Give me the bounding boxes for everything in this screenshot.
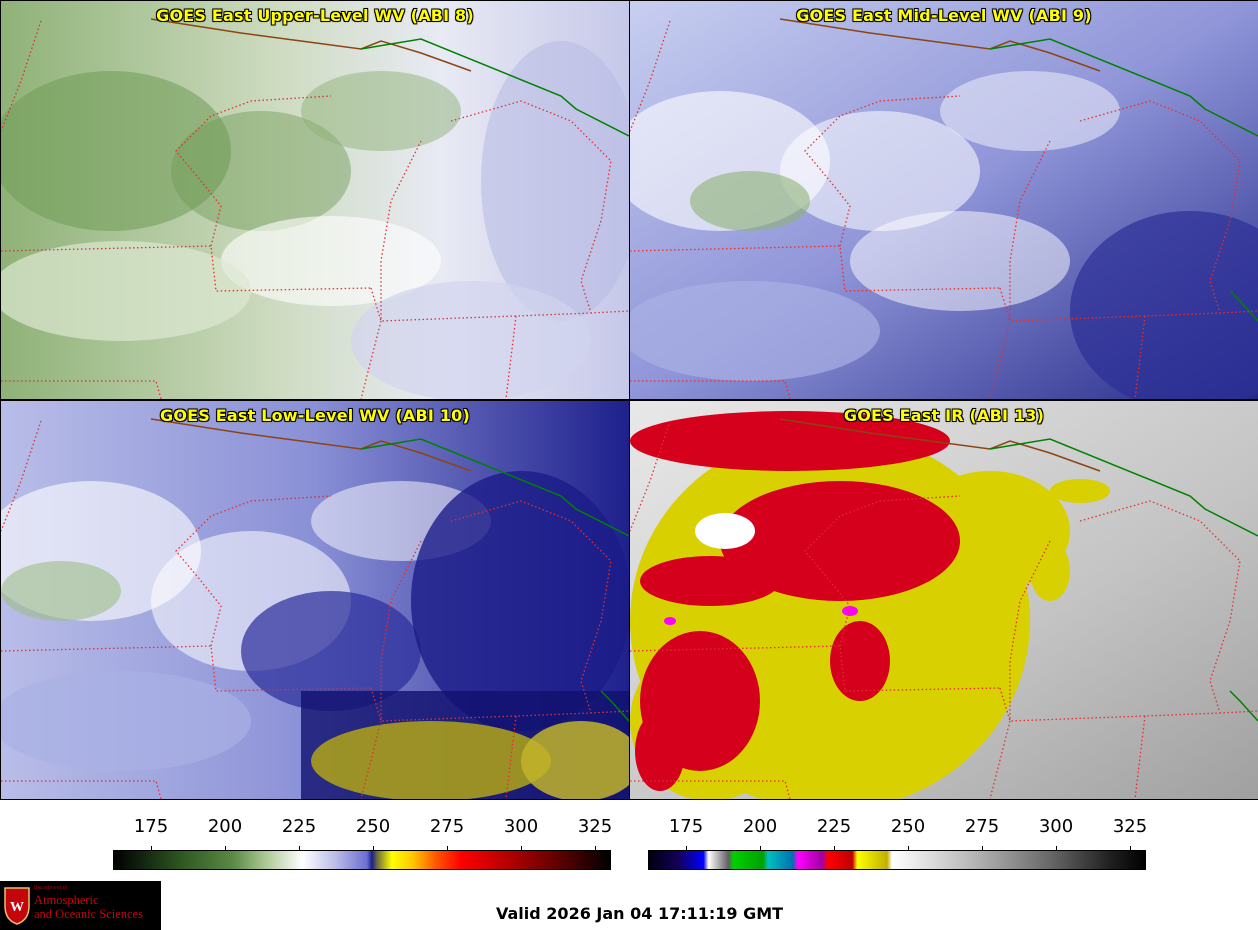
colorbar-tick: 175 (668, 816, 704, 837)
colorbar-tick: 325 (577, 816, 613, 837)
colorbar-tickmark (760, 846, 761, 851)
uw-crest-icon: W (4, 887, 30, 925)
colorbar-tickmark (447, 846, 448, 851)
panel-title: GOES East Upper-Level WV (ABI 8) (156, 6, 474, 25)
wv-color-scale (113, 850, 611, 870)
mid-level-wv-panel: GOES East Mid-Level WV (ABI 9) (629, 0, 1258, 400)
svg-text:W: W (10, 900, 24, 915)
colorbar-tick: 275 (964, 816, 1000, 837)
colorbar-tick: 175 (133, 816, 169, 837)
uw-aos-logo: W Department of Atmospheric and Oceanic … (0, 881, 161, 930)
logo-department-text: Department of (34, 886, 67, 891)
low-level-wv-image (1, 401, 629, 799)
ir-image (630, 401, 1258, 799)
colorbar-tick: 250 (890, 816, 926, 837)
colorbar-tickmark (521, 846, 522, 851)
mid-level-wv-image (630, 1, 1258, 399)
ir-color-scale (648, 850, 1146, 870)
colorbar-tick: 200 (207, 816, 243, 837)
upper-level-wv-panel: GOES East Upper-Level WV (ABI 8) (0, 0, 630, 400)
valid-time: Valid 2026 Jan 04 17:11:19 GMT (496, 904, 784, 923)
ir-panel: GOES East IR (ABI 13) (629, 400, 1258, 800)
colorbar-tickmark (151, 846, 152, 851)
ir-colorbar: 175 200 225 250 275 300 325 (648, 816, 1148, 872)
colorbar-tickmark (595, 846, 596, 851)
low-level-wv-panel: GOES East Low-Level WV (ABI 10) (0, 400, 630, 800)
colorbar-tick: 300 (1038, 816, 1074, 837)
colorbar-tick: 325 (1112, 816, 1148, 837)
colorbar-tickmark (225, 846, 226, 851)
wv-colorbar: 175 200 225 250 275 300 325 (113, 816, 613, 872)
colorbar-tick: 300 (503, 816, 539, 837)
colorbar-tickmark (299, 846, 300, 851)
colorbar-tick: 275 (429, 816, 465, 837)
colorbar-tickmark (982, 846, 983, 851)
logo-name-line2: and Oceanic Sciences (34, 907, 143, 921)
colorbar-tick: 225 (281, 816, 317, 837)
panel-title: GOES East Mid-Level WV (ABI 9) (796, 6, 1092, 25)
colorbar-tickmark (686, 846, 687, 851)
panel-title: GOES East IR (ABI 13) (843, 406, 1045, 425)
colorbar-tick: 225 (816, 816, 852, 837)
colorbar-tickmark (908, 846, 909, 851)
colorbar-tickmark (1056, 846, 1057, 851)
panel-title: GOES East Low-Level WV (ABI 10) (159, 406, 470, 425)
colorbar-tickmark (373, 846, 374, 851)
colorbar-tick: 200 (742, 816, 778, 837)
upper-level-wv-image (1, 1, 629, 399)
colorbar-tickmark (834, 846, 835, 851)
colorbar-tick: 250 (355, 816, 391, 837)
colorbar-tickmark (1130, 846, 1131, 851)
logo-name-line1: Atmospheric (34, 893, 99, 907)
